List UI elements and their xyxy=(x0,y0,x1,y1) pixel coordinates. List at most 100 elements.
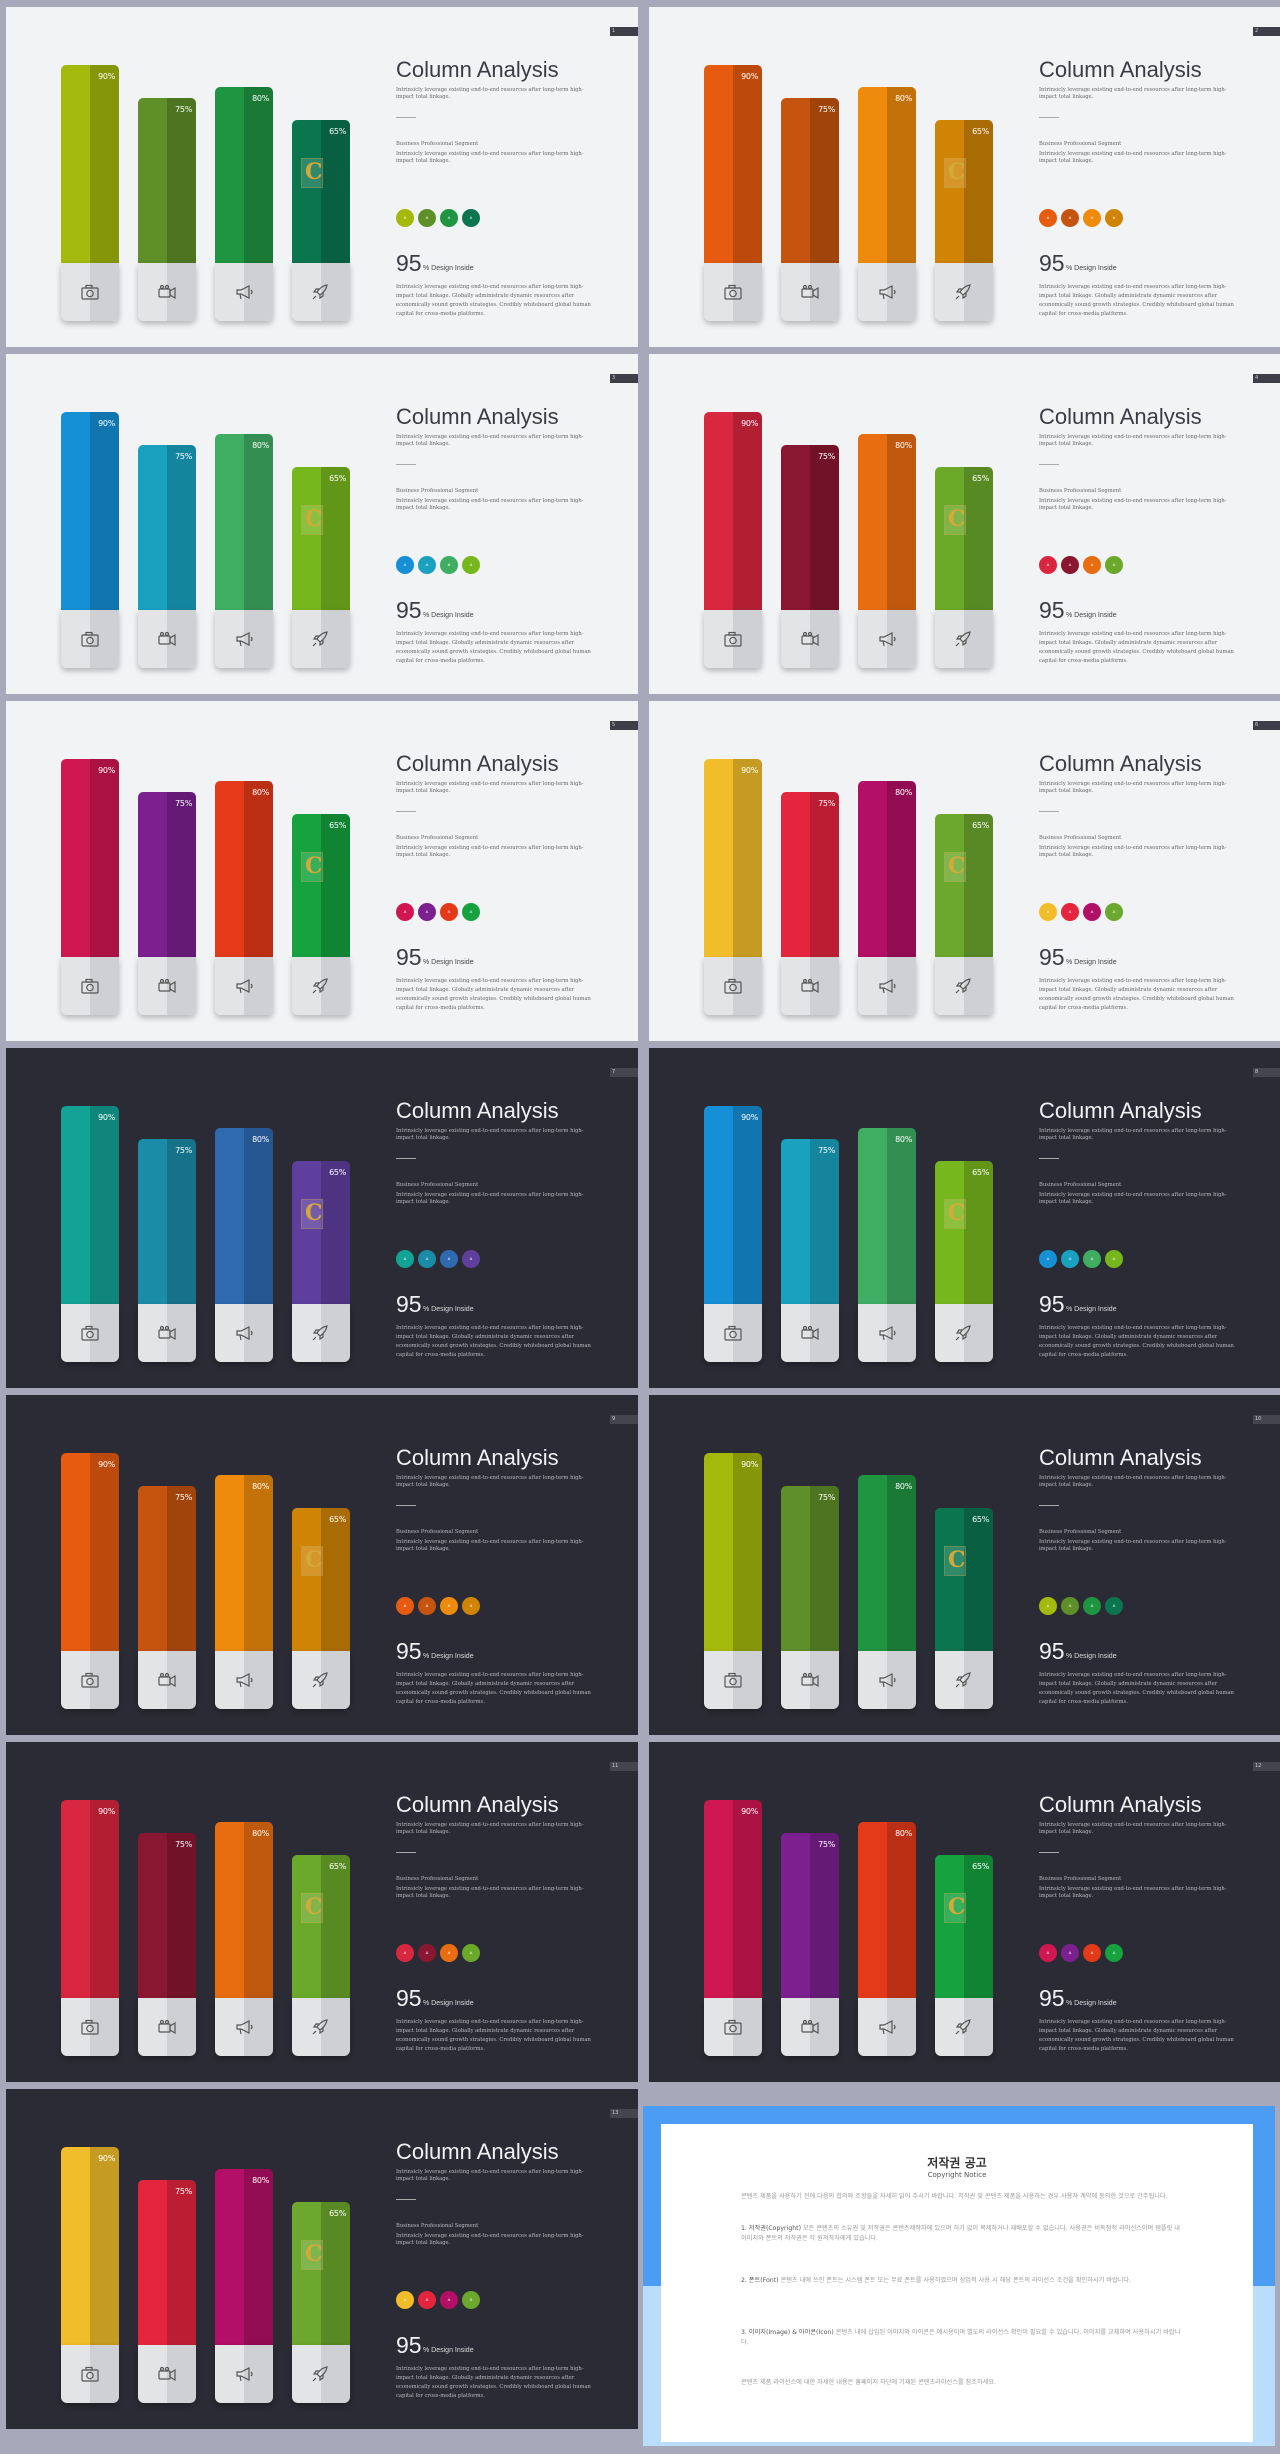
bar-value-label: 65% xyxy=(972,821,989,830)
bar-base-rocket xyxy=(935,1651,993,1709)
bar-base-video xyxy=(138,2345,196,2403)
bar-camera: 90% xyxy=(61,2147,119,2345)
section-text: Intrinsicly leverage existing end-to-end… xyxy=(1039,845,1227,858)
section-text: Intrinsicly leverage existing end-to-end… xyxy=(1039,1886,1227,1899)
bar-base-megaphone xyxy=(215,1651,273,1709)
bar-base-video xyxy=(138,263,196,321)
color-dot: A xyxy=(462,2291,480,2309)
bar-value-label: 75% xyxy=(818,105,835,114)
bar-base-rocket xyxy=(292,1651,350,1709)
bar-base-camera xyxy=(61,957,119,1015)
color-dot: A xyxy=(396,2291,414,2309)
divider xyxy=(1039,117,1059,118)
bar-base-megaphone xyxy=(215,2345,273,2403)
bar-megaphone: 80% xyxy=(858,1475,916,1651)
bar-video: 75% xyxy=(781,1139,839,1304)
bar-base-camera xyxy=(61,2345,119,2403)
copyright-item-1: 1. 저작권(Copyright) 모든 콘텐츠의 소유권 및 저작권은 콘텐츠… xyxy=(741,2224,1181,2244)
bar-value-label: 65% xyxy=(972,1515,989,1524)
big-number: 95 xyxy=(396,1291,422,1317)
bar-value-label: 75% xyxy=(175,2187,192,2196)
big-number: 95 xyxy=(396,597,422,623)
big-number-suffix: % Design Inside xyxy=(1066,2000,1117,2007)
copyright-item-2: 2. 폰트(Font) 콘텐츠 내에 쓰인 폰트는 시스템 폰트 또는 무료 폰… xyxy=(741,2276,1181,2286)
copyright-item-1-text: 모든 콘텐츠의 소유권 및 저작권은 콘텐츠제작자에 있으며 허가 없이 복제하… xyxy=(741,2225,1180,2242)
copyright-subtitle: Copyright Notice xyxy=(927,2171,987,2179)
bar-value-label: 90% xyxy=(98,2154,115,2163)
bar-base-video xyxy=(138,1304,196,1362)
slide-subtitle: Intrinsicly leverage existing end-to-end… xyxy=(396,1822,584,1835)
bar-rocket: 65% xyxy=(292,1855,350,1998)
slide-subtitle: Intrinsicly leverage existing end-to-end… xyxy=(396,2169,584,2182)
watermark-logo: C xyxy=(944,158,966,188)
slide-subtitle: Intrinsicly leverage existing end-to-end… xyxy=(396,87,584,100)
bar-camera: 90% xyxy=(61,1800,119,1998)
color-dot: A xyxy=(462,1944,480,1962)
section-heading: Business Professional Segment xyxy=(1039,141,1122,147)
bar-value-label: 65% xyxy=(329,1862,346,1871)
bar-camera: 90% xyxy=(704,1106,762,1304)
bar-camera: 90% xyxy=(61,759,119,957)
slide-title: Column Analysis xyxy=(396,57,559,82)
bar-base-megaphone xyxy=(215,263,273,321)
section-text: Intrinsicly leverage existing end-to-end… xyxy=(396,498,584,511)
color-dot: A xyxy=(462,209,480,227)
page-number: 4 xyxy=(1253,374,1280,383)
bar-base-rocket xyxy=(292,1304,350,1362)
section-text: Intrinsicly leverage existing end-to-end… xyxy=(396,151,584,164)
section-heading: Business Professional Segment xyxy=(1039,488,1122,494)
bar-base-rocket xyxy=(935,263,993,321)
color-dot: A xyxy=(462,1250,480,1268)
bar-value-label: 80% xyxy=(252,788,269,797)
big-number: 95 xyxy=(396,2332,422,2358)
section-text: Intrinsicly leverage existing end-to-end… xyxy=(396,1192,584,1205)
bar-base-camera xyxy=(704,1304,762,1362)
color-dot: A xyxy=(1083,903,1101,921)
bar-base-video xyxy=(781,1651,839,1709)
bar-base-camera xyxy=(61,1651,119,1709)
color-dot: A xyxy=(1105,209,1123,227)
bar-value-label: 80% xyxy=(252,1482,269,1491)
section-text: Intrinsicly leverage existing end-to-end… xyxy=(1039,151,1227,164)
copyright-item-3-text: 콘텐츠 내에 삽입된 이미지와 아이콘은 예시용이며 별도의 라이선스 확인이 … xyxy=(741,2329,1181,2346)
page-number: 12 xyxy=(1253,1762,1280,1771)
divider xyxy=(396,1158,416,1159)
slide-subtitle: Intrinsicly leverage existing end-to-end… xyxy=(1039,87,1227,100)
bar-video: 75% xyxy=(138,98,196,263)
bar-megaphone: 80% xyxy=(858,1128,916,1304)
watermark-logo: C xyxy=(301,852,323,882)
color-dot: A xyxy=(1039,903,1057,921)
bar-value-label: 75% xyxy=(818,1840,835,1849)
big-number: 95 xyxy=(1039,944,1065,970)
color-dot: A xyxy=(462,903,480,921)
bar-camera: 90% xyxy=(704,759,762,957)
bar-value-label: 75% xyxy=(175,1146,192,1155)
page-number: 8 xyxy=(1253,1068,1280,1077)
big-number-suffix: % Design Inside xyxy=(423,265,474,272)
bar-base-rocket xyxy=(935,610,993,668)
color-dot: A xyxy=(396,1250,414,1268)
body-text: Intrinsicly leverage existing end-to-end… xyxy=(396,1672,591,1705)
bar-value-label: 65% xyxy=(972,474,989,483)
color-dot: A xyxy=(1039,556,1057,574)
bar-camera: 90% xyxy=(704,1453,762,1651)
page-number: 5 xyxy=(610,721,638,730)
bar-video: 75% xyxy=(781,1833,839,1998)
color-dot: A xyxy=(1039,1597,1057,1615)
bar-value-label: 80% xyxy=(895,1135,912,1144)
bar-base-video xyxy=(138,1998,196,2056)
slide-title: Column Analysis xyxy=(1039,1098,1202,1123)
section-heading: Business Professional Segment xyxy=(396,488,479,494)
bar-video: 75% xyxy=(781,98,839,263)
bar-value-label: 75% xyxy=(175,1840,192,1849)
bar-value-label: 80% xyxy=(252,1829,269,1838)
page-number: 3 xyxy=(610,374,638,383)
big-number-suffix: % Design Inside xyxy=(423,612,474,619)
bar-megaphone: 80% xyxy=(215,1822,273,1998)
bar-camera: 90% xyxy=(61,1453,119,1651)
bar-base-rocket xyxy=(935,1304,993,1362)
section-heading: Business Professional Segment xyxy=(396,1876,479,1882)
